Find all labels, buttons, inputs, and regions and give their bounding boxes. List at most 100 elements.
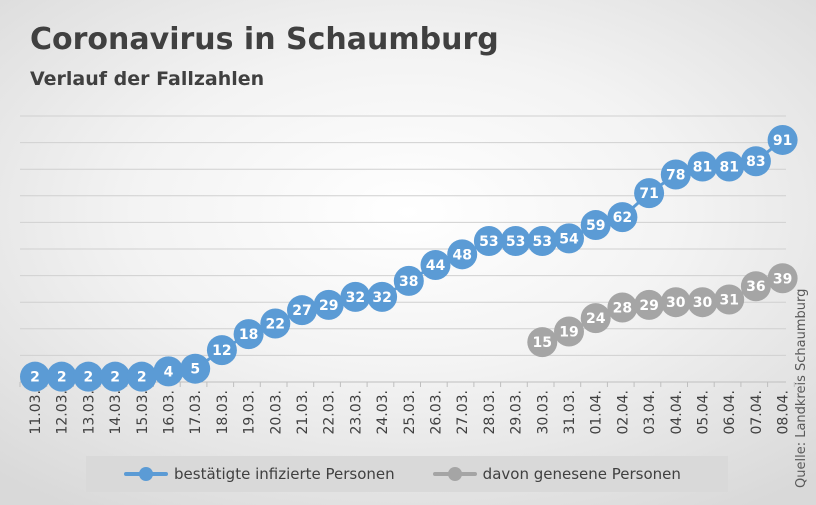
data-label: 53	[479, 234, 498, 250]
x-tick-label: 31.03.	[562, 390, 578, 435]
data-point	[100, 361, 131, 392]
data-label: 39	[773, 271, 792, 287]
data-label: 4	[164, 364, 174, 380]
gridlines	[20, 115, 786, 383]
data-label: 24	[586, 311, 606, 327]
data-point	[206, 335, 237, 366]
data-point	[634, 178, 665, 209]
x-tick-label: 27.03.	[455, 390, 471, 435]
data-label: 2	[57, 370, 67, 386]
data-label: 59	[586, 218, 605, 234]
data-point	[767, 124, 798, 155]
x-tick-label: 28.03.	[482, 390, 498, 435]
data-point	[687, 287, 718, 318]
data-point	[714, 284, 745, 315]
x-tick-label: 26.03.	[429, 390, 445, 435]
data-point	[740, 271, 771, 302]
data-point	[473, 226, 504, 257]
data-point	[554, 316, 584, 347]
x-tick-label: 04.04.	[669, 390, 685, 435]
data-label: 2	[30, 370, 40, 386]
data-label: 15	[533, 335, 552, 351]
data-label: 32	[372, 290, 391, 306]
x-tick-label: 15.03.	[135, 390, 151, 435]
x-tick-label: 11.03.	[28, 390, 44, 435]
x-tick-label: 30.03.	[535, 390, 551, 435]
x-tick-label: 29.03.	[509, 390, 525, 435]
x-tick-label: 20.03.	[268, 390, 284, 435]
data-label: 62	[613, 210, 632, 226]
x-tick-label: 08.04.	[776, 390, 792, 435]
series-recovered: 15 19 24 28 29 30 30 31 36 39	[527, 263, 798, 358]
data-point	[740, 146, 771, 177]
data-point	[554, 223, 584, 254]
data-point	[500, 226, 531, 257]
data-label: 83	[746, 154, 765, 170]
legend-label-infected: bestätigte infizierte Personen	[174, 465, 395, 483]
data-point	[607, 292, 638, 323]
x-tick-label: 05.04.	[696, 390, 712, 435]
x-tick-label: 25.03.	[402, 390, 418, 435]
data-label: 2	[84, 370, 94, 386]
x-tick-label: 24.03.	[375, 390, 391, 435]
data-point	[180, 353, 211, 384]
data-point	[580, 303, 611, 334]
legend-item-recovered: davon genesene Personen	[432, 465, 681, 483]
data-label: 18	[239, 327, 258, 343]
x-tick-label: 07.04.	[749, 390, 765, 435]
x-tick-label: 14.03.	[108, 390, 124, 435]
data-label: 2	[137, 370, 147, 386]
data-label: 30	[693, 295, 713, 311]
data-point	[714, 151, 745, 182]
legend-marker-infected	[124, 467, 168, 481]
chart-title: Coronavirus in Schaumburg	[30, 22, 499, 57]
data-point	[767, 263, 798, 294]
x-tick-label: 17.03.	[188, 390, 204, 435]
data-label: 29	[319, 298, 338, 314]
data-label: 48	[452, 247, 471, 263]
data-point	[393, 265, 424, 296]
data-point	[153, 356, 184, 387]
x-tick-label: 02.04.	[615, 390, 631, 435]
data-point	[634, 289, 665, 320]
data-point	[126, 361, 157, 392]
data-label: 91	[773, 133, 792, 149]
chart-subtitle: Verlauf der Fallzahlen	[30, 68, 265, 90]
data-label: 71	[639, 186, 658, 202]
data-point	[420, 249, 451, 280]
data-point	[233, 319, 264, 350]
x-tick-label: 12.03.	[55, 390, 71, 435]
x-tick-label: 01.04.	[589, 390, 605, 435]
data-label: 19	[559, 324, 578, 340]
data-point	[607, 202, 638, 233]
x-tick-label: 21.03.	[295, 390, 311, 435]
data-point	[687, 151, 718, 182]
data-point	[660, 159, 691, 190]
data-label: 28	[613, 301, 632, 317]
data-label: 27	[292, 303, 311, 319]
x-tick-label: 13.03.	[81, 390, 97, 435]
source-note: Quelle: Landkreis Schaumburg	[794, 288, 809, 488]
data-label: 36	[746, 279, 765, 295]
data-point	[20, 361, 50, 392]
x-tick-label: 03.04.	[642, 390, 658, 435]
data-point	[260, 308, 291, 339]
data-point	[527, 327, 558, 358]
data-point	[73, 361, 104, 392]
data-label: 22	[266, 316, 285, 332]
data-label: 44	[426, 258, 446, 274]
x-tick-label: 23.03.	[348, 390, 364, 435]
data-label: 2	[110, 370, 120, 386]
data-point	[340, 281, 371, 312]
x-tick-label: 16.03.	[162, 390, 178, 435]
x-tick-label: 06.04.	[722, 390, 738, 435]
data-point	[287, 295, 317, 326]
data-label: 54	[559, 231, 579, 247]
data-label: 78	[666, 168, 685, 184]
x-tick-label: 19.03.	[242, 390, 258, 435]
data-point	[46, 361, 77, 392]
data-label: 53	[533, 234, 552, 250]
data-point	[447, 239, 478, 270]
